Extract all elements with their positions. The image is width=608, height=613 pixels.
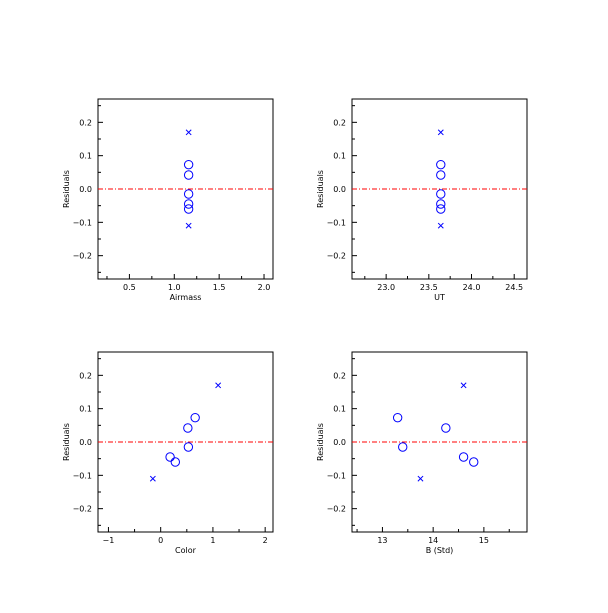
data-point-circle	[436, 199, 446, 209]
data-point-circle	[165, 452, 175, 462]
data-point-circle	[183, 199, 194, 209]
data-point-cross	[417, 475, 424, 482]
data-point-cross	[437, 129, 444, 136]
x-tick-label: 13	[377, 536, 387, 545]
cross-stroke	[417, 475, 424, 482]
data-point-cross	[185, 222, 192, 229]
y-tick-label: −0.1	[327, 218, 346, 227]
cross-stroke	[215, 382, 222, 389]
x-tick-label: 0	[158, 536, 163, 545]
x-tick-label: 24.0	[463, 283, 481, 292]
cross-stroke	[149, 475, 156, 482]
x-tick-label: 24.5	[505, 283, 523, 292]
y-tick-label: 0.2	[79, 118, 92, 127]
x-tick-label: 23.0	[377, 283, 395, 292]
x-tick-label: 1	[210, 536, 215, 545]
y-axis-label: Residuals	[316, 423, 325, 461]
x-axis-label: Color	[175, 546, 197, 555]
x-tick-label: 0.5	[123, 283, 136, 292]
x-tick-label: 2.0	[258, 283, 271, 292]
y-tick-label: 0.0	[79, 185, 92, 194]
data-point-cross	[437, 222, 444, 229]
y-axis-label: Residuals	[316, 170, 325, 208]
data-point-circle	[183, 442, 194, 452]
data-point-circle	[436, 189, 446, 199]
y-tick-label: 0.1	[333, 405, 346, 414]
data-point-cross	[460, 382, 467, 389]
data-point-circle	[183, 204, 194, 214]
x-axis-label: B (Std)	[426, 546, 454, 555]
data-point-circle	[183, 423, 193, 433]
y-axis-label: Residuals	[62, 170, 71, 208]
panel-2: 0.2 0.1 0.0 −0.1 −0.2 23.0 23.5 24.0 24.5 UT Resid…	[316, 98, 528, 302]
cross-stroke	[185, 222, 192, 229]
y-tick-label: −0.1	[327, 471, 346, 480]
y-tick-label: −0.2	[327, 252, 346, 261]
data-point-circle	[183, 159, 194, 170]
y-axis-label: Residuals	[62, 423, 71, 461]
x-axis-label: UT	[434, 293, 445, 302]
data-point-circle	[398, 442, 408, 452]
data-point-circle	[183, 189, 194, 199]
x-tick-label: −1	[103, 536, 115, 545]
y-tick-label: 0.0	[333, 438, 346, 447]
x-tick-label: 15	[479, 536, 489, 545]
y-tick-label: 0.2	[333, 118, 346, 127]
data-point-circle	[469, 457, 479, 467]
cross-stroke	[437, 129, 444, 136]
x-axis-label: Airmass	[170, 293, 202, 302]
x-tick-label: 1.5	[213, 283, 226, 292]
y-tick-label: −0.2	[327, 505, 346, 514]
cross-stroke	[460, 382, 467, 389]
cross-stroke	[437, 222, 444, 229]
data-point-circle	[441, 423, 451, 433]
y-tick-label: 0.2	[79, 371, 92, 380]
panel-4: 0.2 0.1 0.0 −0.1 −0.2 13 14 15 B (Std) Residuals	[316, 351, 528, 555]
y-tick-label: −0.1	[73, 218, 92, 227]
data-point-cross	[185, 129, 192, 136]
data-point-circle	[392, 412, 403, 423]
x-tick-label: 2	[263, 536, 268, 545]
y-tick-label: −0.1	[73, 471, 92, 480]
y-tick-label: 0.1	[333, 152, 346, 161]
data-point-circle	[436, 159, 446, 170]
y-tick-label: −0.2	[73, 252, 92, 261]
data-point-cross	[215, 382, 222, 389]
cross-stroke	[185, 129, 192, 136]
x-tick-label: 1.0	[168, 283, 181, 292]
data-point-circle	[436, 170, 446, 180]
y-tick-label: 0.0	[333, 185, 346, 194]
y-tick-label: 0.0	[79, 438, 92, 447]
x-tick-label: 14	[428, 536, 438, 545]
panel-1: 0.2 0.1 0.0 −0.1 −0.2 0.5 1.0 1.5 2.0 Airmass Resi…	[62, 98, 274, 302]
y-tick-label: 0.2	[333, 371, 346, 380]
data-point-circle	[458, 452, 469, 462]
data-point-circle	[436, 204, 446, 214]
y-tick-label: 0.1	[79, 152, 92, 161]
panel-3: 0.2 0.1 0.0 −0.1 −0.2 −1 0 1 2 Color Residuals	[62, 351, 274, 555]
data-point-circle	[183, 170, 194, 180]
data-point-circle	[170, 457, 181, 467]
x-tick-label: 23.5	[420, 283, 438, 292]
y-tick-label: 0.1	[79, 405, 92, 414]
data-point-cross	[149, 475, 156, 482]
data-point-circle	[190, 412, 200, 423]
y-tick-label: −0.2	[73, 505, 92, 514]
